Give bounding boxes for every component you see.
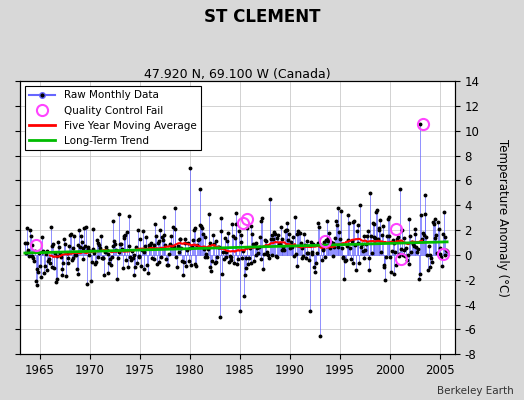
Legend: Raw Monthly Data, Quality Control Fail, Five Year Moving Average, Long-Term Tren: Raw Monthly Data, Quality Control Fail, … xyxy=(25,86,201,150)
Text: ST CLEMENT: ST CLEMENT xyxy=(204,8,320,26)
Y-axis label: Temperature Anomaly (°C): Temperature Anomaly (°C) xyxy=(496,139,509,296)
Text: Berkeley Earth: Berkeley Earth xyxy=(437,386,514,396)
Title: 47.920 N, 69.100 W (Canada): 47.920 N, 69.100 W (Canada) xyxy=(144,68,331,81)
